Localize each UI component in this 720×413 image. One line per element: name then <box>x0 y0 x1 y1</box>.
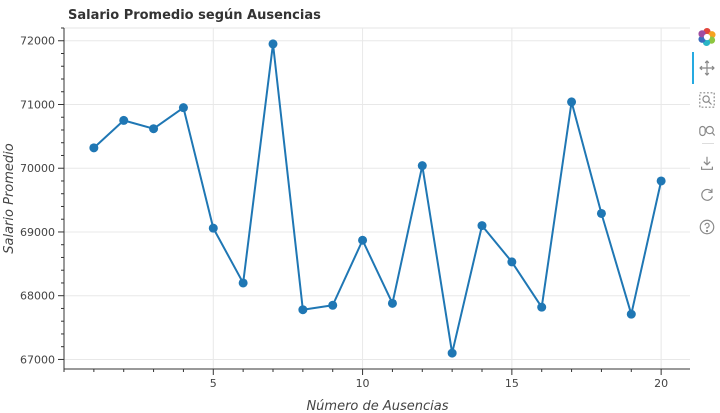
pan-icon[interactable] <box>696 57 718 79</box>
series-line <box>93 42 663 355</box>
data-point <box>656 176 666 186</box>
data-point <box>477 221 487 231</box>
x-tick-label: 15 <box>505 377 519 390</box>
grid-lines <box>64 28 690 369</box>
data-point <box>89 143 99 153</box>
wheel-zoom-icon[interactable] <box>696 120 718 142</box>
data-point <box>537 302 547 312</box>
active-tool-indicator <box>692 52 694 84</box>
y-tick-label: 72000 <box>20 35 55 48</box>
data-point <box>268 39 278 49</box>
x-axis-label: Número de Ausencias <box>306 399 448 413</box>
plot-area[interactable] <box>63 27 690 370</box>
box-zoom-icon[interactable] <box>696 89 718 111</box>
data-point <box>358 235 368 245</box>
data-point <box>178 103 188 113</box>
x-tick-label: 5 <box>210 377 217 390</box>
x-axis-ticks: 5 10 15 20 <box>63 369 668 390</box>
line-chart: Salario Promedio según Ausencias 5 10 15 20… <box>2 8 690 413</box>
data-point <box>238 278 248 288</box>
y-tick-label: 71000 <box>20 98 55 111</box>
save-icon[interactable] <box>696 152 718 174</box>
y-tick-label: 70000 <box>20 162 55 175</box>
data-point <box>119 115 129 125</box>
axes <box>63 28 690 370</box>
bokeh-logo-icon[interactable] <box>696 26 718 48</box>
reset-icon[interactable] <box>696 184 718 206</box>
help-icon[interactable] <box>696 216 718 238</box>
y-axis-label: Salario Promedio <box>2 143 17 254</box>
data-point <box>596 208 606 218</box>
toolbar-separator <box>702 143 714 144</box>
x-tick-label: 10 <box>356 377 370 390</box>
data-point <box>208 223 218 233</box>
data-point <box>387 298 397 308</box>
chart-title: Salario Promedio según Ausencias <box>68 8 321 23</box>
data-point <box>626 309 636 319</box>
data-point <box>417 161 427 171</box>
data-point <box>328 300 338 310</box>
y-tick-label: 69000 <box>20 226 55 239</box>
y-tick-label: 67000 <box>20 353 55 366</box>
data-point <box>567 97 577 107</box>
y-axis-ticks: 67000 68000 69000 70000 71000 72000 <box>20 27 64 366</box>
x-tick-label: 20 <box>654 377 668 390</box>
data-point <box>447 348 457 358</box>
data-point <box>507 257 517 267</box>
data-point <box>298 305 308 315</box>
y-tick-label: 68000 <box>20 290 55 303</box>
data-point <box>149 124 159 134</box>
chart-toolbar <box>692 22 720 252</box>
data-series <box>89 39 666 358</box>
